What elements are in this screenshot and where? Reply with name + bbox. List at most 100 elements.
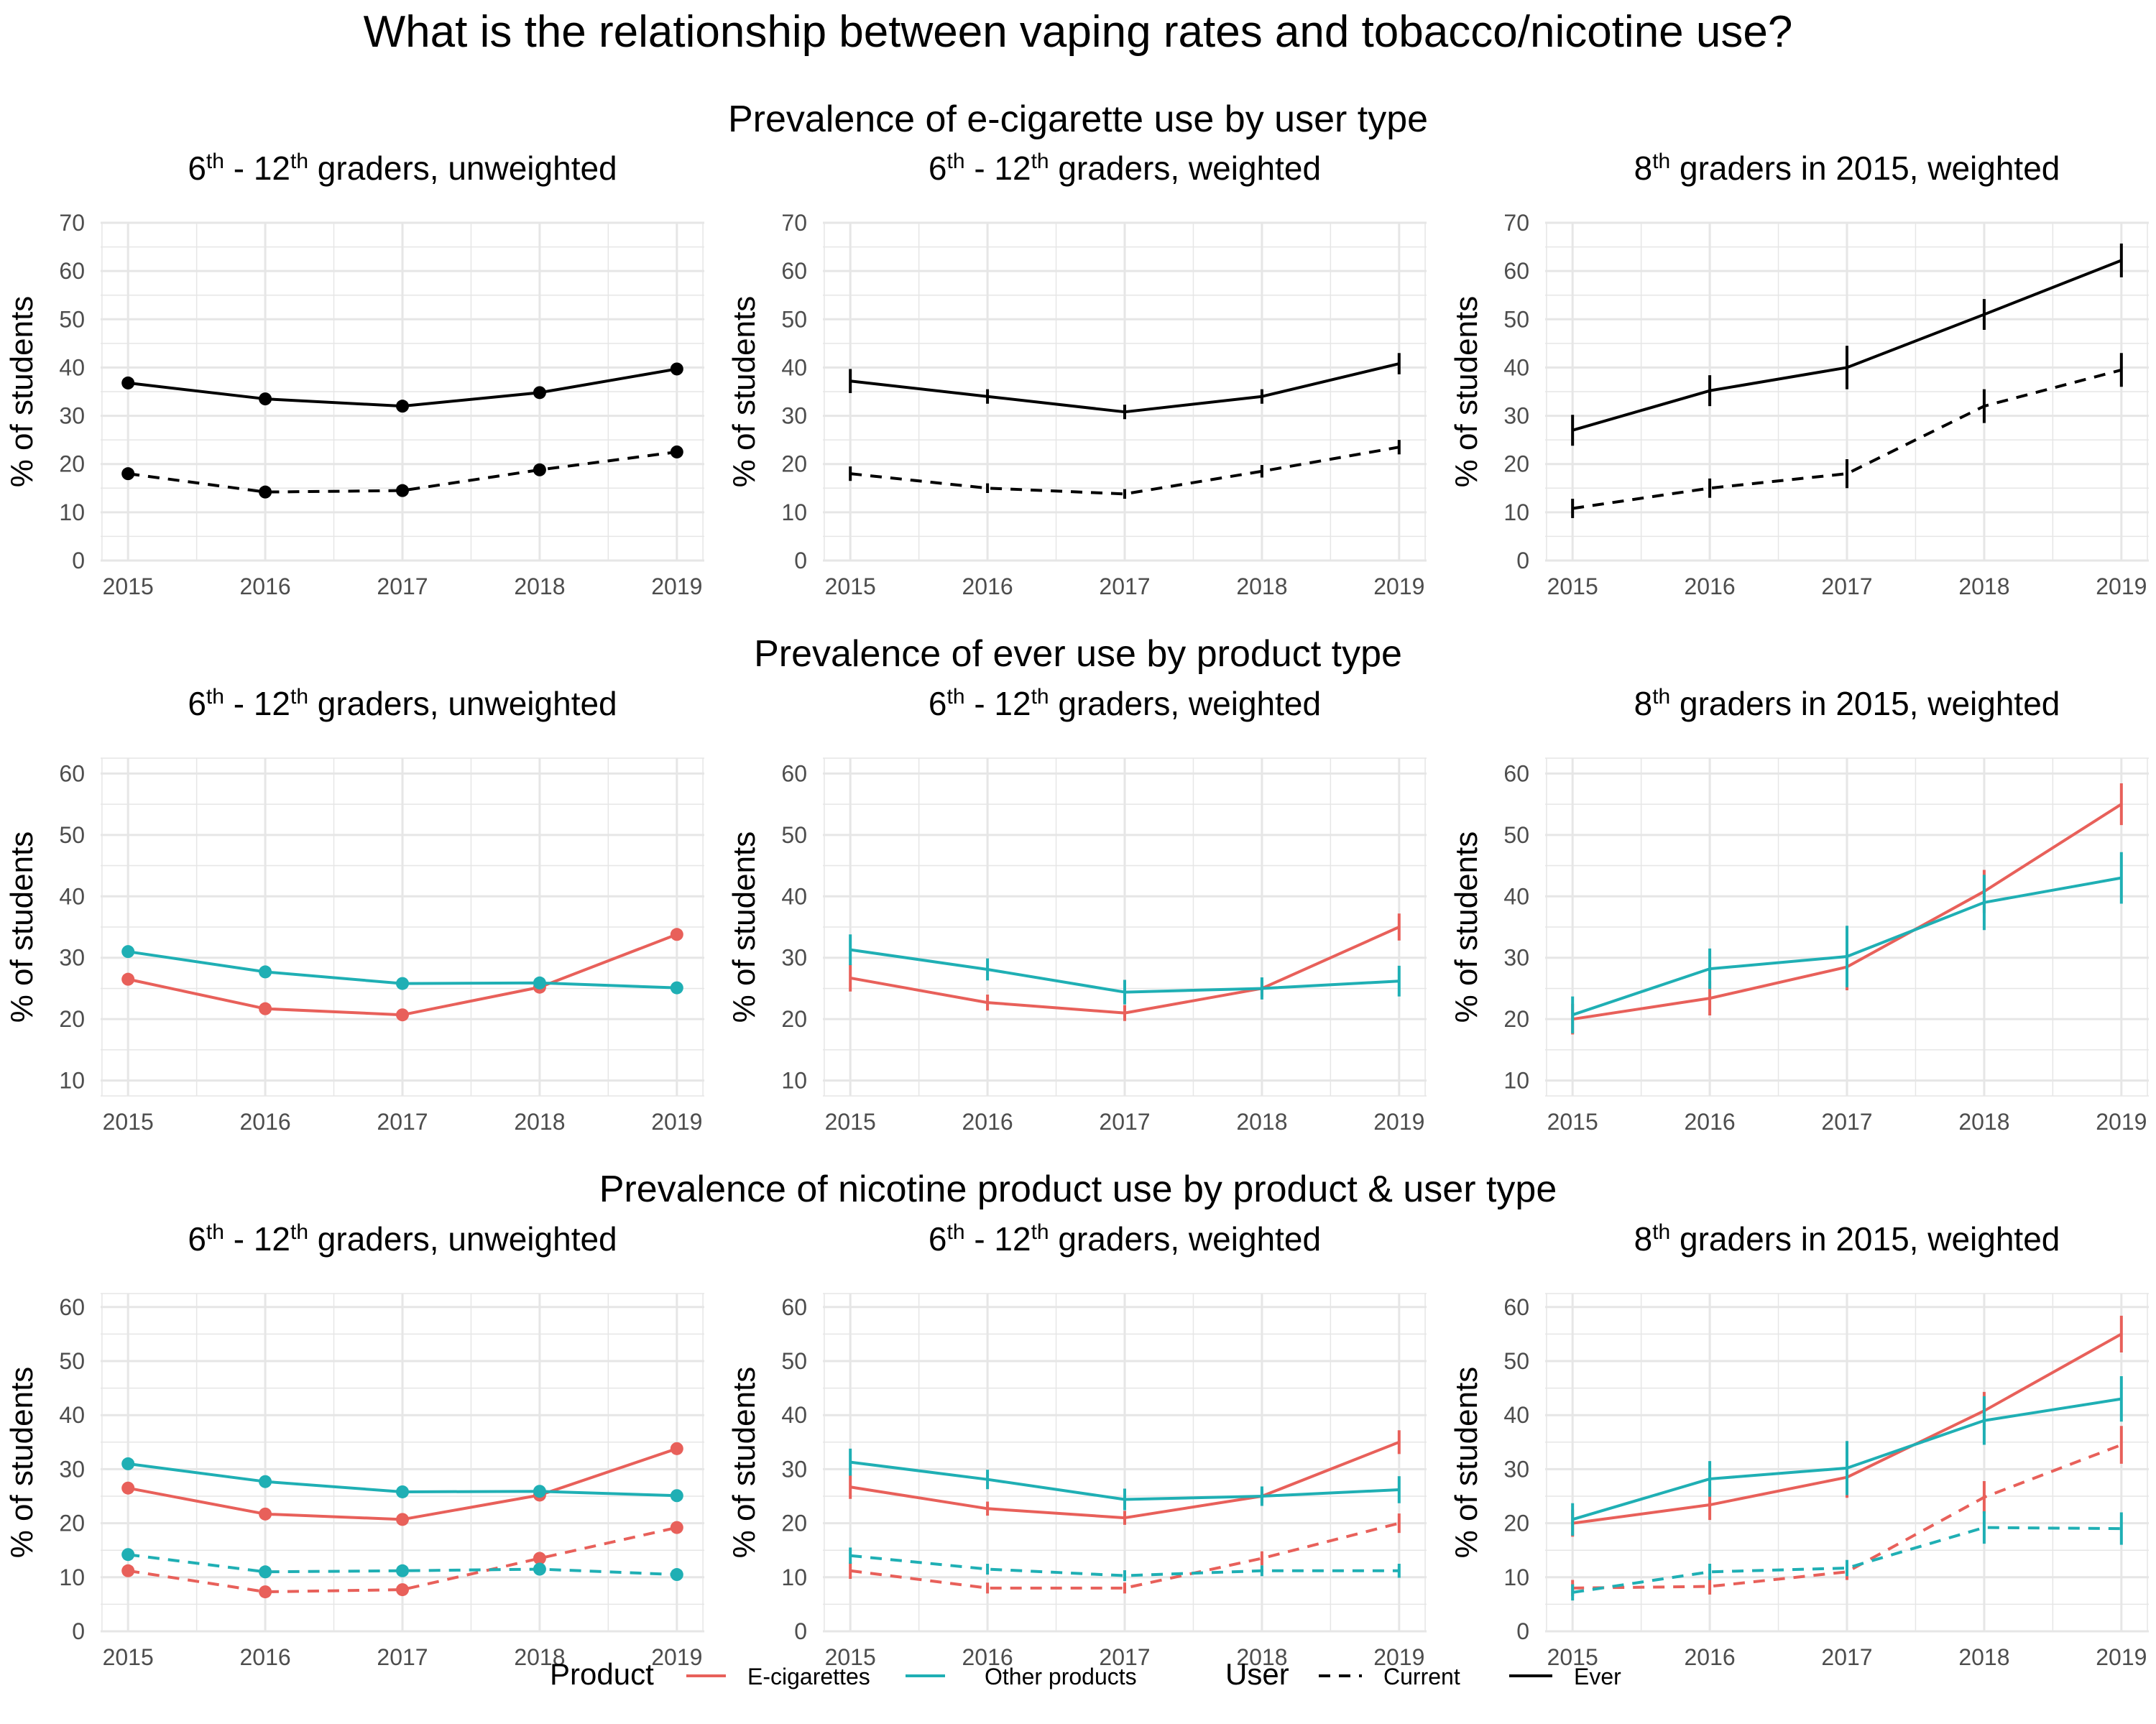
x-tick-label: 2017 bbox=[1099, 1644, 1150, 1670]
y-tick-label: 60 bbox=[59, 1294, 85, 1320]
data-point bbox=[259, 1565, 272, 1579]
y-tick-label: 20 bbox=[781, 1511, 807, 1536]
data-point bbox=[121, 467, 135, 481]
x-tick-label: 2017 bbox=[377, 573, 428, 599]
x-tick-label: 2015 bbox=[103, 1644, 154, 1670]
y-tick-label: 50 bbox=[781, 306, 807, 332]
y-tick-label: 70 bbox=[781, 210, 807, 236]
y-tick-label: 10 bbox=[1503, 1564, 1529, 1590]
legend-label-current: Current bbox=[1383, 1664, 1460, 1690]
data-point bbox=[396, 484, 409, 497]
panel-title-part: - 12 bbox=[965, 685, 1031, 722]
data-point bbox=[533, 976, 546, 990]
panel-title-sup: th bbox=[947, 1220, 965, 1244]
y-tick-label: 10 bbox=[59, 499, 85, 525]
y-tick-label: 0 bbox=[1516, 1618, 1529, 1644]
y-tick-label: 30 bbox=[1503, 945, 1529, 971]
panels: 6th - 12th graders, unweighted0102030405… bbox=[4, 149, 2149, 1670]
panel-title-sup: th bbox=[1652, 149, 1670, 173]
panel-2-0: 6th - 12th graders, unweighted0102030405… bbox=[4, 1220, 704, 1670]
x-tick-label: 2015 bbox=[103, 1109, 154, 1135]
panel-title-part: - 12 bbox=[224, 685, 290, 722]
data-point bbox=[259, 965, 272, 979]
data-point bbox=[259, 485, 272, 499]
data-point bbox=[121, 1457, 135, 1470]
row-title-0: Prevalence of e-cigarette use by user ty… bbox=[728, 98, 1428, 140]
legend-product-title: Product bbox=[550, 1657, 654, 1691]
x-tick-label: 2019 bbox=[651, 573, 702, 599]
y-axis-label: % of students bbox=[727, 1367, 762, 1559]
series-line-e-cigarettes-current bbox=[127, 1526, 678, 1594]
panel-title-part: 6 bbox=[929, 685, 947, 722]
data-point bbox=[670, 1568, 683, 1582]
panel-1-1: 6th - 12th graders, weighted102030405060… bbox=[727, 685, 1427, 1135]
x-tick-label: 2015 bbox=[825, 1644, 876, 1670]
y-axis-label: % of students bbox=[4, 296, 40, 488]
panel-title-sup: th bbox=[1652, 1220, 1670, 1244]
y-tick-label: 60 bbox=[1503, 258, 1529, 284]
y-axis-label: % of students bbox=[1449, 296, 1484, 488]
data-point bbox=[259, 392, 272, 406]
panel-title-part: - 12 bbox=[224, 1220, 290, 1258]
y-tick-label: 20 bbox=[59, 1511, 85, 1536]
y-tick-label: 10 bbox=[1503, 499, 1529, 525]
x-tick-label: 2017 bbox=[377, 1109, 428, 1135]
data-point bbox=[259, 1585, 272, 1599]
y-tick-label: 30 bbox=[1503, 1456, 1529, 1482]
y-tick-label: 40 bbox=[59, 1402, 85, 1428]
panel-title-part: graders, weighted bbox=[1049, 149, 1321, 187]
panel-title-sup: th bbox=[1652, 685, 1670, 709]
y-tick-label: 60 bbox=[781, 760, 807, 786]
y-tick-label: 50 bbox=[781, 822, 807, 848]
x-tick-label: 2018 bbox=[1236, 1644, 1287, 1670]
panel-title-part: 6 bbox=[929, 149, 947, 187]
x-tick-label: 2019 bbox=[2096, 1644, 2147, 1670]
data-point bbox=[121, 945, 135, 959]
data-point bbox=[121, 1481, 135, 1495]
panel-title-part: 8 bbox=[1634, 685, 1653, 722]
panel-title-sup: th bbox=[947, 149, 965, 173]
x-tick-label: 2018 bbox=[1236, 573, 1287, 599]
y-tick-label: 50 bbox=[59, 306, 85, 332]
x-tick-label: 2015 bbox=[1547, 573, 1598, 599]
y-tick-label: 50 bbox=[1503, 306, 1529, 332]
x-tick-label: 2016 bbox=[962, 573, 1013, 599]
x-tick-label: 2019 bbox=[1373, 1644, 1424, 1670]
panel-title-part: graders in 2015, weighted bbox=[1670, 149, 2060, 187]
panel-title-sup: th bbox=[1031, 149, 1049, 173]
y-tick-label: 30 bbox=[781, 1456, 807, 1482]
data-point bbox=[670, 1442, 683, 1455]
data-point bbox=[396, 1485, 409, 1498]
y-tick-label: 60 bbox=[59, 258, 85, 284]
data-point bbox=[670, 981, 683, 995]
x-tick-label: 2017 bbox=[1821, 1644, 1872, 1670]
series-line-e-cigarettes-current bbox=[1572, 1443, 2122, 1590]
y-tick-label: 10 bbox=[1503, 1068, 1529, 1094]
x-tick-label: 2018 bbox=[1958, 1109, 2009, 1135]
legend-user-title: User bbox=[1225, 1657, 1289, 1691]
y-tick-label: 10 bbox=[781, 499, 807, 525]
x-tick-label: 2016 bbox=[239, 573, 290, 599]
x-tick-label: 2017 bbox=[1099, 573, 1150, 599]
panel-1-2: 8th graders in 2015, weighted 10 20 30 40 50 6… bbox=[1449, 685, 2149, 1135]
y-tick-label: 40 bbox=[781, 883, 807, 909]
x-tick-label: 2017 bbox=[1821, 1109, 1872, 1135]
y-tick-label: 30 bbox=[781, 945, 807, 971]
panel-title-part: 8 bbox=[1634, 1220, 1653, 1258]
data-point bbox=[259, 1507, 272, 1521]
panel-title-sup: th bbox=[290, 685, 308, 709]
x-tick-label: 2016 bbox=[962, 1644, 1013, 1670]
panel-title-part: graders, unweighted bbox=[308, 149, 617, 187]
series-line-other-products-current bbox=[1572, 1526, 2122, 1594]
series-line-other-products-current bbox=[849, 1554, 1399, 1577]
x-tick-label: 2016 bbox=[1684, 573, 1735, 599]
y-tick-label: 50 bbox=[781, 1348, 807, 1374]
panel-1-0: 6th - 12th graders, unweighted1020304050… bbox=[4, 685, 704, 1135]
data-point bbox=[121, 1548, 135, 1562]
y-tick-label: 50 bbox=[1503, 1348, 1529, 1374]
panel-title: 8th graders in 2015, weighted bbox=[1634, 1220, 2060, 1258]
panel-title: 6th - 12th graders, weighted bbox=[929, 149, 1321, 188]
panel-title-sup: th bbox=[1031, 1220, 1049, 1244]
y-tick-label: 20 bbox=[1503, 1511, 1529, 1536]
